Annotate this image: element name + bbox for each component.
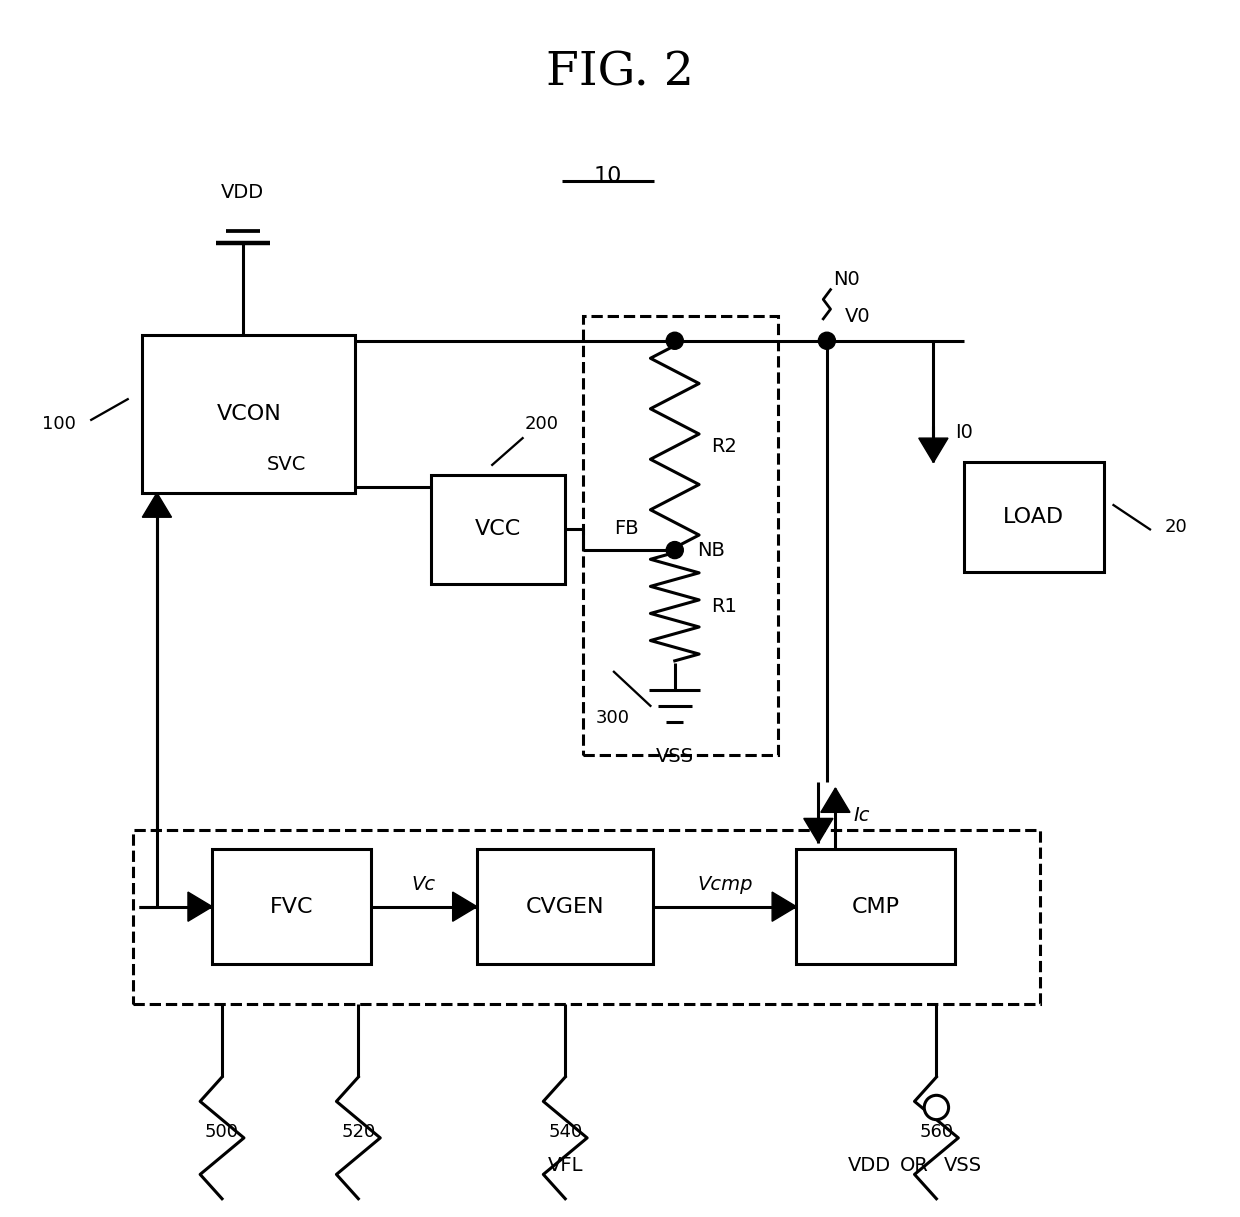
Text: V0: V0 (846, 307, 870, 326)
Text: VSS: VSS (656, 747, 694, 767)
Text: R1: R1 (712, 598, 737, 616)
Bar (212, 849, 371, 964)
Text: VFL: VFL (548, 1156, 583, 1176)
Text: OR: OR (900, 1156, 929, 1176)
Text: VCON: VCON (217, 404, 281, 424)
Bar (584, 316, 779, 755)
Text: VDD: VDD (221, 183, 264, 202)
Text: CVGEN: CVGEN (526, 897, 604, 916)
Text: N0: N0 (833, 270, 859, 290)
Bar (477, 849, 653, 964)
Circle shape (924, 1095, 949, 1120)
Text: FB: FB (614, 518, 639, 538)
Text: I0: I0 (955, 422, 973, 442)
Bar (432, 475, 565, 584)
Text: 100: 100 (41, 415, 76, 432)
Polygon shape (773, 892, 796, 921)
Text: 10: 10 (594, 167, 622, 186)
Circle shape (818, 332, 836, 349)
Polygon shape (821, 789, 849, 813)
Text: 200: 200 (525, 415, 559, 432)
Text: Vcmp: Vcmp (697, 875, 753, 894)
Bar (796, 849, 955, 964)
Text: 500: 500 (205, 1123, 239, 1140)
Text: VCC: VCC (475, 520, 522, 539)
Text: 20: 20 (1164, 518, 1188, 535)
Text: FVC: FVC (269, 897, 314, 916)
Bar (133, 830, 1040, 1004)
Bar (963, 462, 1104, 572)
Text: VSS: VSS (944, 1156, 982, 1176)
Text: FIG. 2: FIG. 2 (546, 50, 694, 96)
Circle shape (666, 332, 683, 349)
Circle shape (666, 542, 683, 559)
Text: Vc: Vc (412, 875, 435, 894)
Polygon shape (919, 438, 949, 462)
Polygon shape (188, 892, 212, 921)
Polygon shape (453, 892, 477, 921)
Bar (143, 335, 356, 493)
Text: CMP: CMP (852, 897, 899, 916)
Text: NB: NB (697, 540, 724, 560)
Text: 520: 520 (341, 1123, 376, 1140)
Polygon shape (143, 493, 171, 517)
Text: Ic: Ic (853, 806, 870, 825)
Text: R2: R2 (712, 437, 737, 456)
Text: 540: 540 (548, 1123, 583, 1140)
Text: SVC: SVC (267, 455, 306, 475)
Polygon shape (804, 819, 833, 842)
Text: LOAD: LOAD (1003, 507, 1064, 527)
Text: VDD: VDD (848, 1156, 892, 1176)
Text: 560: 560 (919, 1123, 954, 1140)
Text: 300: 300 (595, 710, 630, 727)
